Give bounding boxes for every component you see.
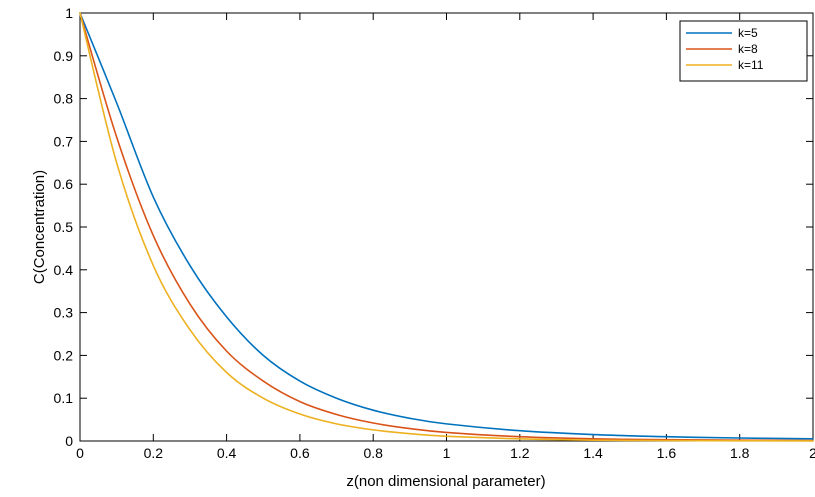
y-tick-label: 0.8: [54, 91, 74, 107]
y-tick-label: 0.3: [54, 305, 74, 321]
y-tick-label: 0: [65, 433, 73, 449]
series-lines: [79, 12, 814, 442]
series-line-0: [79, 12, 814, 440]
y-tick-label: 0.2: [54, 347, 74, 363]
x-tick-label: 1.6: [657, 445, 677, 461]
legend-label-2: k=11: [738, 58, 764, 72]
y-tick-label: 0.5: [54, 219, 74, 235]
x-axis-label: z(non dimensional parameter): [346, 473, 545, 490]
legend-label-1: k=8: [738, 42, 758, 56]
y-tick-label: 0.6: [54, 176, 74, 192]
legend-box: [679, 20, 808, 82]
y-tick-label: 0.4: [54, 262, 74, 278]
axis-ticks: 0 0.2 0.4 0.6 0.8 1 1.2 1.4 1.6 1.8 2 0 0.1 0.2 0.3 0.4…: [54, 5, 815, 461]
x-tick-label: 1.8: [730, 445, 750, 461]
legend-label-0: k=5: [738, 26, 758, 40]
x-tick-label: 1.4: [583, 445, 603, 461]
x-tick-label: 1: [443, 445, 451, 461]
series-line-1: [79, 12, 814, 442]
y-tick-label: 0.1: [54, 390, 74, 406]
y-tick-label: 0.9: [54, 48, 74, 64]
x-tick-label: 0.6: [290, 445, 310, 461]
y-axis-label: C(Concentration): [31, 170, 48, 284]
x-tick-label: 2: [809, 445, 815, 461]
x-tick-label: 0.8: [363, 445, 383, 461]
legend: k=5 k=8 k=11: [679, 20, 808, 82]
x-tick-label: 0.2: [144, 445, 164, 461]
x-tick-label: 1.2: [510, 445, 530, 461]
x-tick-label: 0.4: [217, 445, 237, 461]
x-tick-label: 0: [76, 445, 84, 461]
series-line-2: [79, 12, 814, 442]
y-tick-label: 1: [65, 5, 73, 21]
plot-area: [79, 12, 814, 442]
y-tick-label: 0.7: [54, 133, 74, 149]
